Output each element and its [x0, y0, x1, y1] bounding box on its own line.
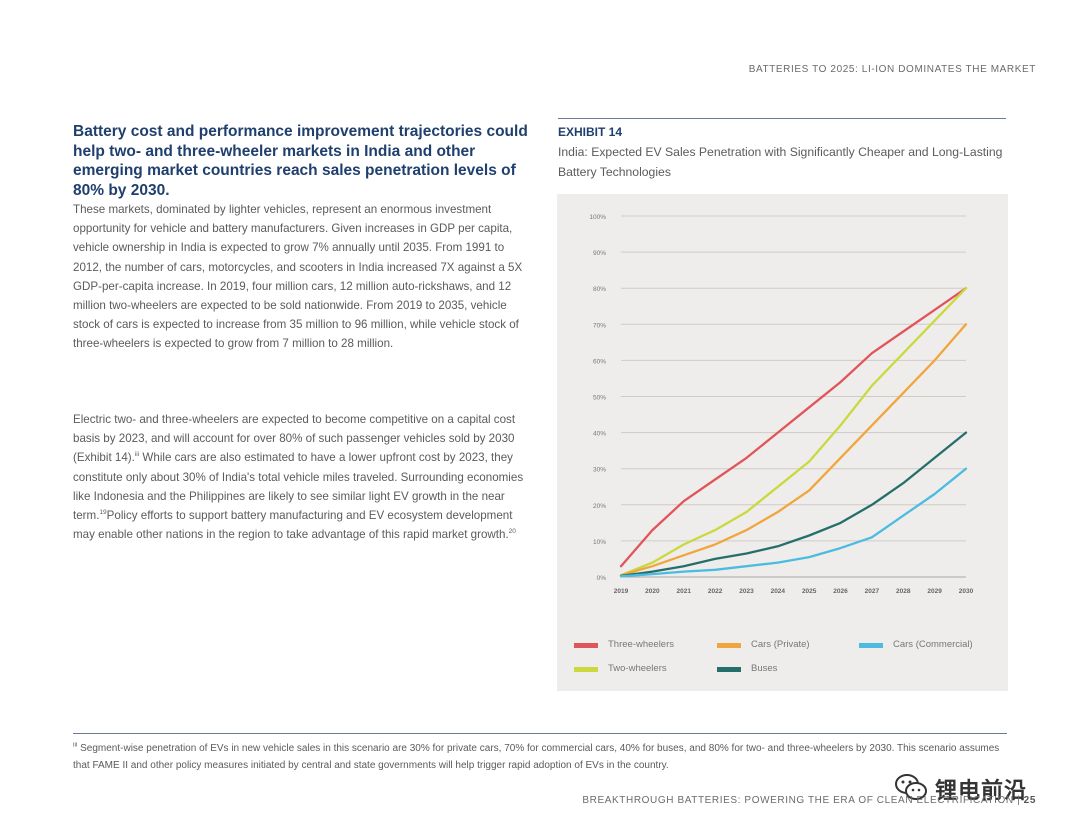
y-tick-label: 50%	[593, 395, 606, 402]
footnote-ref-20[interactable]: 20	[508, 528, 516, 536]
body-paragraph-2: Electric two- and three-wheelers are exp…	[73, 410, 528, 544]
watermark-text: 锂电前沿	[935, 778, 1028, 803]
footer-title: BREAKTHROUGH BATTERIES: POWERING THE ERA…	[582, 795, 1014, 806]
legend-label: Cars (Commercial)	[893, 639, 973, 650]
exhibit-top-rule	[558, 118, 1006, 119]
y-tick-label: 30%	[593, 467, 606, 474]
footnote-ref-iii[interactable]: iii	[134, 451, 140, 459]
section-heading: Battery cost and performance improvement…	[73, 123, 528, 199]
wechat-icon	[895, 774, 927, 800]
y-tick-label: 100%	[589, 214, 606, 221]
legend-label: Three-wheelers	[608, 639, 674, 650]
series-line-cars-private	[619, 323, 968, 577]
y-tick-label: 60%	[593, 358, 606, 365]
series-line-buses	[619, 431, 968, 578]
series-line-cars-commercial	[619, 467, 968, 578]
legend-swatch	[717, 643, 741, 648]
y-tick-label: 80%	[593, 286, 606, 293]
x-tick-label: 2026	[833, 588, 848, 595]
legend-swatch	[574, 667, 598, 672]
body-paragraph-2-part-a: Electric two- and three-wheelers are exp…	[73, 413, 516, 465]
x-tick-label: 2025	[802, 588, 817, 595]
ev-penetration-chart: 0% 10% 20% 30% 40% 50% 60% 70% 80% 90% 100% 2019 202…	[589, 214, 974, 595]
exhibit-title: India: Expected EV Sales Penetration wit…	[558, 145, 1003, 179]
body-paragraph-1: These markets, dominated by lighter vehi…	[73, 203, 523, 351]
legend-label: Cars (Private)	[751, 639, 810, 650]
running-footer: BREAKTHROUGH BATTERIES: POWERING THE ERA…	[582, 795, 1036, 806]
chart-panel: 0% 10% 20% 30% 40% 50% 60% 70% 80% 90% 100% 2019 202…	[557, 194, 1008, 691]
x-tick-label: 2024	[771, 588, 786, 595]
x-tick-label: 2029	[927, 588, 942, 595]
body-paragraph-2-part-b: While cars are also estimated to have a …	[73, 451, 524, 523]
exhibit-label: EXHIBIT 14	[558, 125, 623, 139]
legend-swatch	[717, 667, 741, 672]
series-line-two-wheelers	[619, 287, 968, 577]
footnote-marker: iii	[73, 741, 78, 749]
footnote-rule	[73, 733, 1007, 734]
x-tick-label: 2028	[896, 588, 911, 595]
y-tick-label: 10%	[593, 539, 606, 546]
footnote: iii Segment-wise penetration of EVs in n…	[73, 740, 1008, 774]
x-tick-label: 2021	[676, 588, 691, 595]
page-number: 25	[1023, 795, 1036, 806]
legend-swatch	[859, 643, 883, 648]
legend-label: Two-wheelers	[608, 663, 667, 674]
series-line-three-wheelers	[619, 287, 968, 568]
x-tick-label: 2019	[614, 588, 629, 595]
x-tick-label: 2022	[708, 588, 723, 595]
watermark: 锂电前沿	[893, 768, 1053, 808]
legend-swatch	[574, 643, 598, 648]
y-tick-label: 70%	[593, 322, 606, 329]
footnote-ref-19[interactable]: 19	[99, 509, 107, 517]
x-tick-label: 2027	[865, 588, 880, 595]
footnote-text: Segment-wise penetration of EVs in new v…	[73, 743, 1000, 771]
legend-label: Buses	[751, 663, 778, 674]
y-tick-label: 20%	[593, 503, 606, 510]
running-header: BATTERIES TO 2025: LI-ION DOMINATES THE …	[748, 64, 1036, 75]
y-tick-label: 40%	[593, 431, 606, 438]
footer-separator: |	[1017, 795, 1021, 806]
x-tick-label: 2020	[645, 588, 660, 595]
x-tick-label: 2030	[959, 588, 974, 595]
x-tick-label: 2023	[739, 588, 754, 595]
y-tick-label: 0%	[597, 575, 607, 582]
y-tick-label: 90%	[593, 250, 606, 257]
body-paragraph-2-part-c: Policy efforts to support battery manufa…	[73, 509, 513, 542]
chart-legend: Three-wheelers Two-wheelers Cars (Private)…	[557, 634, 1008, 684]
